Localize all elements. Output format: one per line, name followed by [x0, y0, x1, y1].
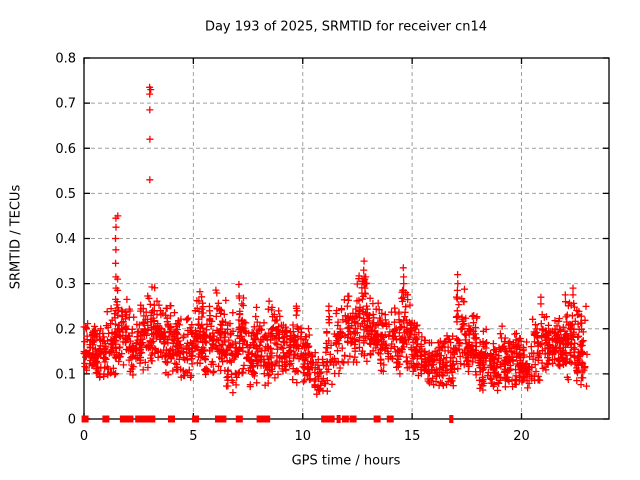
- zero-marker-thin: [450, 415, 454, 423]
- zero-markers: [81, 415, 454, 423]
- zero-marker-thin: [336, 415, 339, 423]
- zero-marker: [373, 415, 381, 423]
- zero-marker: [349, 415, 357, 423]
- tick-labels: 0 5 10 15 20 0 0.1 0.2 0.3 0.4 0.5 0.6 0.7 0.8: [55, 52, 529, 445]
- zero-marker: [143, 415, 151, 423]
- zero-marker: [263, 415, 271, 423]
- y-tick-label: 0.4: [55, 232, 76, 247]
- y-tick-label: 0.6: [55, 142, 76, 157]
- y-tick-label: 0: [68, 413, 76, 428]
- zero-marker: [192, 415, 200, 423]
- zero-marker-thin: [449, 415, 452, 423]
- zero-marker: [386, 415, 394, 423]
- zero-marker: [126, 415, 134, 423]
- zero-marker: [135, 415, 143, 423]
- zero-marker-thin: [338, 415, 341, 423]
- y-tick-label: 0.7: [55, 97, 76, 112]
- x-tick-label: 20: [513, 429, 530, 444]
- y-tick-label: 0.1: [55, 367, 76, 382]
- y-axis-label: SRMTID / TECUs: [8, 184, 24, 290]
- y-tick-label: 0.2: [55, 322, 76, 337]
- x-tick-label: 10: [294, 429, 311, 444]
- zero-marker: [102, 415, 110, 423]
- zero-marker: [235, 415, 243, 423]
- y-tick-label: 0.5: [55, 187, 76, 202]
- chart-title: Day 193 of 2025, SRMTID for receiver cn1…: [204, 19, 488, 35]
- zero-marker: [215, 415, 223, 423]
- zero-marker: [327, 415, 335, 423]
- zero-marker: [148, 415, 156, 423]
- grid-lines: [84, 58, 609, 419]
- zero-marker: [139, 415, 147, 423]
- zero-marker: [119, 415, 127, 423]
- x-tick-label: 15: [404, 429, 421, 444]
- zero-marker: [81, 415, 89, 423]
- zero-marker: [168, 415, 175, 423]
- zero-marker: [341, 415, 349, 423]
- y-tick-label: 0.3: [55, 277, 76, 292]
- x-axis-label: GPS time / hours: [291, 453, 401, 469]
- zero-marker: [219, 415, 227, 423]
- y-tick-label: 0.8: [55, 52, 76, 67]
- x-tick-label: 5: [189, 429, 197, 444]
- scatter-points: [80, 83, 591, 398]
- x-tick-label: 0: [80, 429, 88, 444]
